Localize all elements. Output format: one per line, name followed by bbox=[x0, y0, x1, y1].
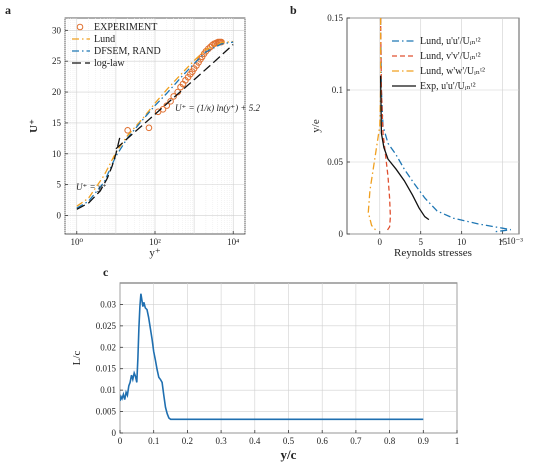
series-line bbox=[76, 41, 234, 209]
grid bbox=[64, 18, 246, 234]
y-tick-label: 15 bbox=[52, 118, 62, 128]
legend-label: DFSEM, RAND bbox=[94, 46, 161, 57]
x-tick-label: 10⁰ bbox=[70, 237, 83, 247]
legend: Lund, u'u'/Uᵢₙᵗ² Lund, v'v'/Uᵢₙᵗ² Lund, w'… bbox=[392, 36, 485, 92]
y-tick-label: 0.15 bbox=[327, 13, 343, 23]
legend-label: EXPERIMENT bbox=[94, 22, 157, 33]
y-axis-label: y/e bbox=[310, 119, 322, 133]
y-tick-label: 0.005 bbox=[96, 407, 117, 417]
annotation-log-law: U⁺ = (1/κ) ln(y⁺) + 5.2 bbox=[175, 103, 260, 113]
y-tick-label: 10 bbox=[52, 149, 62, 159]
y-tick-label: 0.02 bbox=[100, 342, 116, 352]
series-line bbox=[379, 75, 430, 221]
x-tick-label: 0 bbox=[118, 436, 123, 446]
y-tick-label: 5 bbox=[57, 180, 62, 190]
series-line bbox=[367, 18, 382, 233]
annotation-viscous-law: U⁺ = y⁺ bbox=[76, 182, 107, 192]
legend-marker bbox=[76, 23, 84, 31]
x-tick-label: 0.6 bbox=[317, 436, 329, 446]
x-tick-label: 15 bbox=[498, 237, 508, 247]
x-tick-label: 10² bbox=[149, 237, 161, 247]
data-point bbox=[145, 124, 153, 132]
series-line bbox=[120, 293, 424, 421]
legend-label: Lund, v'v'/Uᵢₙᵗ² bbox=[420, 51, 481, 62]
y-tick-label: 0.03 bbox=[100, 299, 116, 309]
x-tick-label: 10⁴ bbox=[227, 237, 239, 247]
x-tick-label: 0.3 bbox=[215, 436, 227, 446]
grid bbox=[119, 283, 458, 434]
x-tick-label: 1 bbox=[455, 436, 460, 446]
x-tick-label: 0.2 bbox=[182, 436, 193, 446]
series-line bbox=[76, 40, 234, 207]
series-group bbox=[120, 293, 424, 421]
data-point bbox=[204, 45, 212, 53]
x-tick-label: 0.9 bbox=[418, 436, 430, 446]
series-group bbox=[367, 18, 511, 233]
grid bbox=[347, 17, 519, 235]
panel-label-a: a bbox=[5, 3, 11, 17]
series-line bbox=[76, 135, 121, 210]
y-tick-label: 25 bbox=[52, 56, 62, 66]
legend-label: Exp, u'u'/Uᵢₙᵗ² bbox=[420, 81, 476, 92]
y-axis-label: U⁺ bbox=[28, 119, 40, 133]
data-point bbox=[163, 102, 171, 109]
y-tick-label: 30 bbox=[52, 25, 62, 35]
x-tick-label: 5 bbox=[418, 237, 423, 247]
data-point bbox=[170, 93, 177, 100]
y-tick-label: 0.025 bbox=[96, 321, 117, 331]
y-tick-label: 20 bbox=[52, 87, 62, 97]
chart-panel-a: 10⁰ 10² 10⁴ 0 5 10 15 20 25 30 y⁺ U⁺ EXPERIMENTLundD… bbox=[28, 17, 260, 259]
legend-label: Lund bbox=[94, 34, 115, 45]
x-tick-label: 0.7 bbox=[350, 436, 362, 446]
chart-panel-c: 0 0.1 0.2 0.3 0.4 0.5 0.6 0.7 0.8 0.9 1 0 0.005 0.01 0… bbox=[71, 282, 460, 462]
x-tick-label: 0.5 bbox=[283, 436, 295, 446]
plot-area bbox=[346, 17, 520, 235]
y-tick-label: 0 bbox=[112, 428, 117, 438]
y-tick-label: 0 bbox=[339, 229, 344, 239]
y-tick-label: 0.05 bbox=[327, 157, 343, 167]
legend-label: log-law bbox=[94, 58, 125, 69]
x-axis-multiplier: × 10⁻³ bbox=[499, 236, 523, 246]
x-tick-label: 0.1 bbox=[148, 436, 159, 446]
data-point bbox=[167, 98, 174, 105]
chart-panel-b: 0 5 10 15 0 0.05 0.1 0.15 Reynolds stresses y/e × … bbox=[310, 13, 523, 259]
x-tick-label: 0 bbox=[378, 237, 383, 247]
data-point bbox=[124, 127, 131, 134]
panel-label-c: c bbox=[103, 265, 109, 279]
y-tick-label: 0.015 bbox=[96, 364, 117, 374]
x-tick-label: 0.8 bbox=[384, 436, 396, 446]
y-tick-label: 0.01 bbox=[100, 385, 116, 395]
legend-label: Lund, w'w'/Uᵢₙᵗ² bbox=[420, 66, 485, 77]
y-tick-label: 0.1 bbox=[332, 85, 343, 95]
panel-label-b: b bbox=[290, 3, 297, 17]
legend-label: Lund, u'u'/Uᵢₙᵗ² bbox=[420, 36, 481, 47]
y-axis-label: L/c bbox=[71, 351, 83, 366]
series-group bbox=[76, 38, 234, 210]
x-tick-label: 10 bbox=[457, 237, 467, 247]
y-tick-label: 0 bbox=[57, 210, 62, 220]
x-axis-label: y/c bbox=[281, 447, 297, 462]
x-axis-label: y⁺ bbox=[149, 247, 161, 259]
x-axis-label: Reynolds stresses bbox=[394, 247, 472, 259]
x-tick-label: 0.4 bbox=[249, 436, 261, 446]
